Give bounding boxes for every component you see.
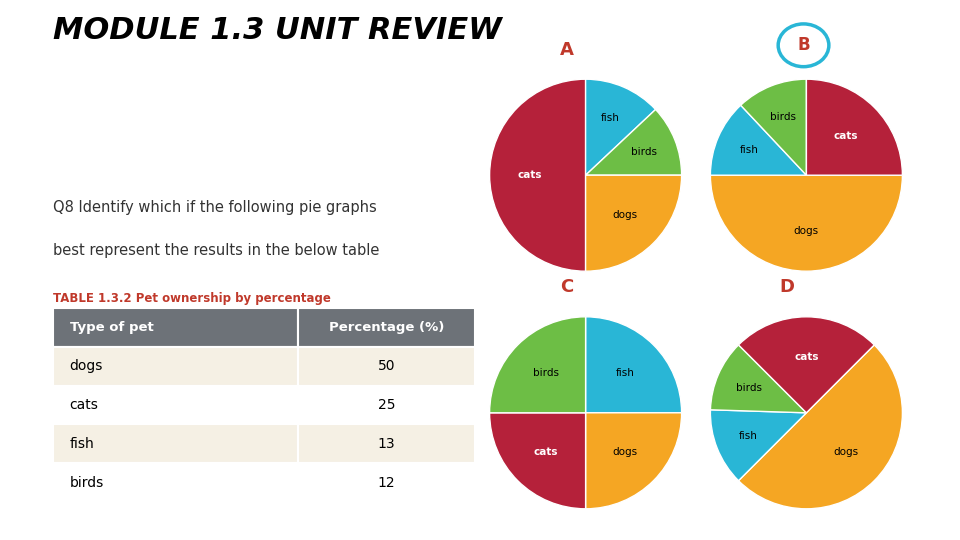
Text: B: B xyxy=(797,36,810,55)
Wedge shape xyxy=(710,345,806,413)
Text: 50: 50 xyxy=(377,359,396,373)
Text: dogs: dogs xyxy=(833,447,858,457)
Text: Type of pet: Type of pet xyxy=(70,321,154,334)
Wedge shape xyxy=(586,175,682,271)
Wedge shape xyxy=(806,79,902,175)
Text: MODULE 1.3 UNIT REVIEW: MODULE 1.3 UNIT REVIEW xyxy=(53,16,502,45)
FancyBboxPatch shape xyxy=(298,386,475,424)
Wedge shape xyxy=(490,413,586,509)
Wedge shape xyxy=(490,79,586,271)
Wedge shape xyxy=(586,413,682,509)
FancyBboxPatch shape xyxy=(53,308,298,347)
Text: fish: fish xyxy=(615,368,635,379)
Wedge shape xyxy=(710,175,902,271)
Text: cats: cats xyxy=(517,170,542,180)
Text: birds: birds xyxy=(70,476,104,490)
FancyBboxPatch shape xyxy=(298,347,475,386)
Text: dogs: dogs xyxy=(70,359,103,373)
Text: A: A xyxy=(560,41,573,59)
Wedge shape xyxy=(586,110,682,175)
Wedge shape xyxy=(738,345,902,509)
Text: D: D xyxy=(780,279,795,296)
Wedge shape xyxy=(741,79,806,175)
Text: Q8 Identify which if the following pie graphs: Q8 Identify which if the following pie g… xyxy=(53,200,376,215)
FancyBboxPatch shape xyxy=(53,347,298,386)
Text: dogs: dogs xyxy=(794,226,819,236)
Wedge shape xyxy=(710,105,806,175)
FancyBboxPatch shape xyxy=(53,463,298,502)
Text: cats: cats xyxy=(534,447,559,457)
Text: Percentage (%): Percentage (%) xyxy=(329,321,444,334)
Text: birds: birds xyxy=(533,368,560,379)
Text: fish: fish xyxy=(740,145,758,156)
Text: 25: 25 xyxy=(377,398,396,412)
Wedge shape xyxy=(586,317,682,413)
Wedge shape xyxy=(710,410,806,481)
FancyBboxPatch shape xyxy=(53,386,298,424)
Wedge shape xyxy=(490,317,586,413)
Wedge shape xyxy=(738,317,875,413)
Text: 12: 12 xyxy=(377,476,396,490)
FancyBboxPatch shape xyxy=(53,424,298,463)
FancyBboxPatch shape xyxy=(298,308,475,347)
Text: dogs: dogs xyxy=(612,210,637,220)
Text: birds: birds xyxy=(736,383,762,393)
Text: birds: birds xyxy=(631,147,657,157)
Text: birds: birds xyxy=(771,112,797,122)
Wedge shape xyxy=(586,79,656,175)
Text: cats: cats xyxy=(833,131,858,141)
Text: cats: cats xyxy=(70,398,99,412)
Text: C: C xyxy=(560,279,573,296)
Text: fish: fish xyxy=(70,437,94,451)
Text: dogs: dogs xyxy=(612,447,637,457)
Text: best represent the results in the below table: best represent the results in the below … xyxy=(53,243,379,258)
FancyBboxPatch shape xyxy=(298,463,475,502)
Text: fish: fish xyxy=(739,431,757,441)
Text: fish: fish xyxy=(601,113,620,123)
Text: cats: cats xyxy=(794,352,819,362)
Text: 13: 13 xyxy=(377,437,396,451)
FancyBboxPatch shape xyxy=(298,424,475,463)
Text: TABLE 1.3.2 Pet ownership by percentage: TABLE 1.3.2 Pet ownership by percentage xyxy=(53,292,330,305)
